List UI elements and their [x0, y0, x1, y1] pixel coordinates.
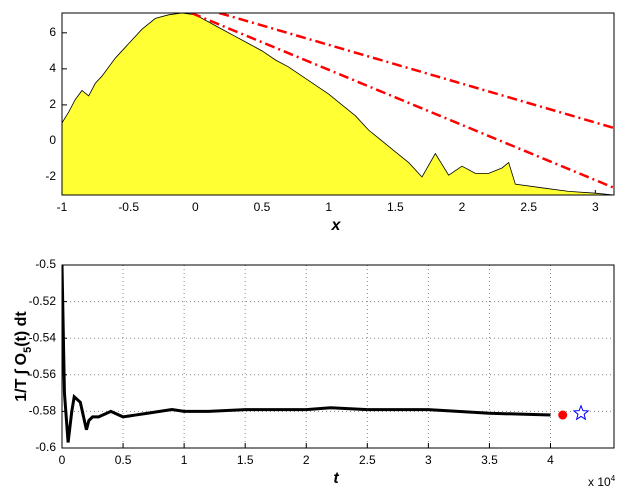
x-tick-label: 1 [181, 453, 188, 467]
y-axis-label: 1/T ∫ O5(t) dt [13, 311, 34, 402]
y-tick-label: 2 [49, 97, 56, 111]
y-tick-label: 0 [49, 133, 56, 147]
x-tick-label: 2.5 [359, 453, 376, 467]
x-axis-label: x [331, 217, 342, 234]
axes-box [61, 264, 615, 449]
y-tick-label: -0.52 [29, 294, 57, 308]
x-tick-label: 0.5 [115, 453, 132, 467]
x-tick-label: 2 [303, 453, 310, 467]
axes-box [61, 12, 615, 196]
y-tick-label: -0.56 [29, 367, 57, 381]
x-exponent-label: x 104 [588, 474, 616, 490]
y-tick-label: 6 [49, 25, 56, 39]
y-tick-label: -2 [45, 169, 56, 183]
x-tick-label: 1 [325, 200, 332, 214]
y-tick-label: -0.5 [35, 257, 56, 271]
y-axis-label-part: 5 [22, 347, 34, 353]
y-tick-label: 4 [49, 61, 56, 75]
x-tick-label: 3 [592, 200, 599, 214]
area [62, 13, 614, 195]
x-tick-label: 0 [59, 453, 66, 467]
y-axis-label-part: (t) dt [13, 311, 30, 347]
y-tick-label: -0.54 [29, 330, 57, 344]
plot-area [62, 13, 614, 195]
x-axis-label: t [333, 470, 339, 487]
marker-dot [558, 410, 568, 420]
x-tick-label: -1 [57, 200, 68, 214]
x-tick-label: 2.5 [520, 200, 537, 214]
x-tick-label: 4 [547, 453, 554, 467]
line [190, 13, 614, 189]
x-tick-label: 1.5 [237, 453, 254, 467]
x-exponent-part: x 10 [588, 475, 611, 489]
x-tick-label: 0.5 [254, 200, 271, 214]
x-tick-label: 2 [459, 200, 466, 214]
x-tick-label: 3 [425, 453, 432, 467]
line [218, 13, 614, 130]
x-tick-label: 0 [192, 200, 199, 214]
x-exponent-part: 4 [611, 474, 616, 483]
x-tick-label: 3.5 [481, 453, 498, 467]
y-tick-label: -0.6 [35, 440, 56, 454]
marker-star [572, 404, 590, 421]
line [62, 265, 551, 443]
y-axis-label-part: 1/T ∫ O [13, 353, 30, 402]
y-tick-label: -0.58 [29, 404, 57, 418]
x-tick-label: 1.5 [387, 200, 404, 214]
plot-area [62, 265, 590, 443]
x-tick-label: -0.5 [118, 200, 139, 214]
